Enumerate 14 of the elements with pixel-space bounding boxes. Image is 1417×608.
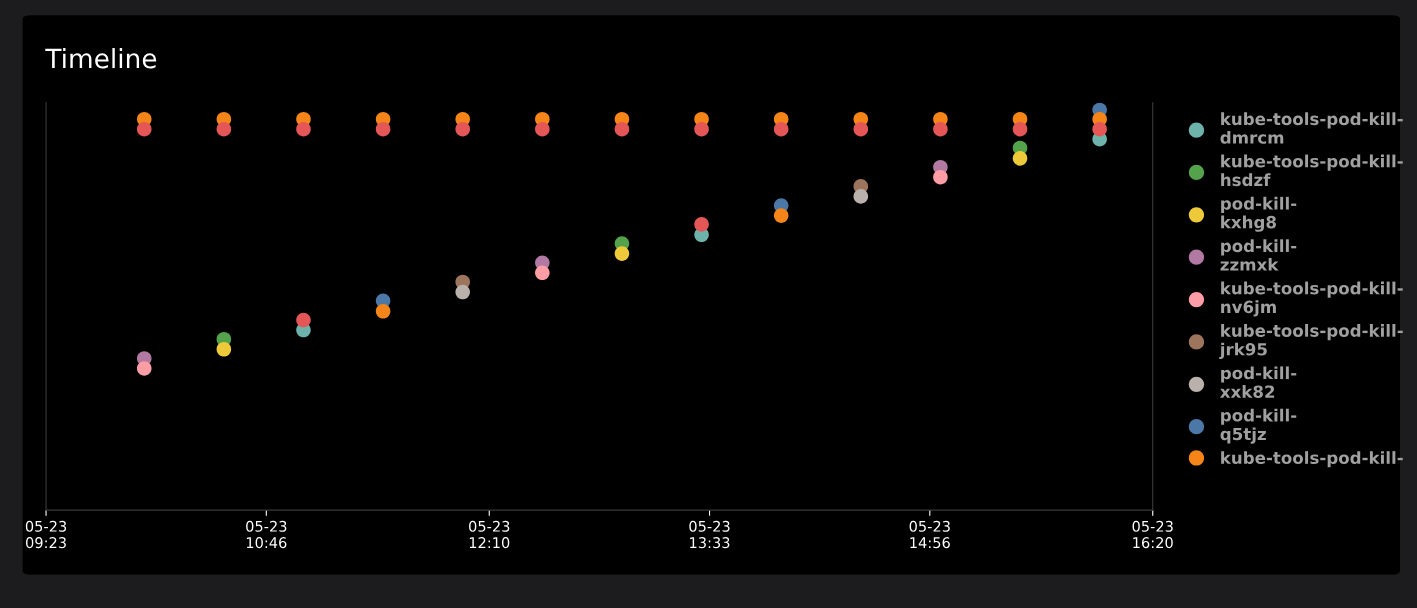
x-tick-label: 05-23 10:46 bbox=[246, 520, 287, 549]
legend-label: pod-kill- kxhg8 bbox=[1221, 196, 1297, 232]
legend-label: kube-tools-pod-kill- dmrcm bbox=[1220, 112, 1403, 144]
x-tick-label: 05-23 16:20 bbox=[1132, 520, 1173, 549]
legend-label: pod-kill- q5tjz bbox=[1220, 408, 1297, 444]
x-tick-label: 05-23 09:23 bbox=[25, 520, 67, 549]
legend-label: kube-tools-pod-kill- bbox=[1221, 451, 1403, 468]
x-tick-label: 05-23 14:56 bbox=[909, 520, 950, 549]
chart-title: Timeline bbox=[45, 48, 157, 69]
legend-label: kube-tools-pod-kill- jrk95 bbox=[1219, 324, 1403, 359]
x-tick-label: 05-23 13:33 bbox=[689, 520, 730, 549]
legend-label: kube-tools-pod-kill- nv6jm bbox=[1221, 281, 1403, 317]
x-tick-label: 05-23 12:10 bbox=[469, 520, 510, 549]
legend-label: pod-kill- zzmxk bbox=[1220, 239, 1297, 271]
